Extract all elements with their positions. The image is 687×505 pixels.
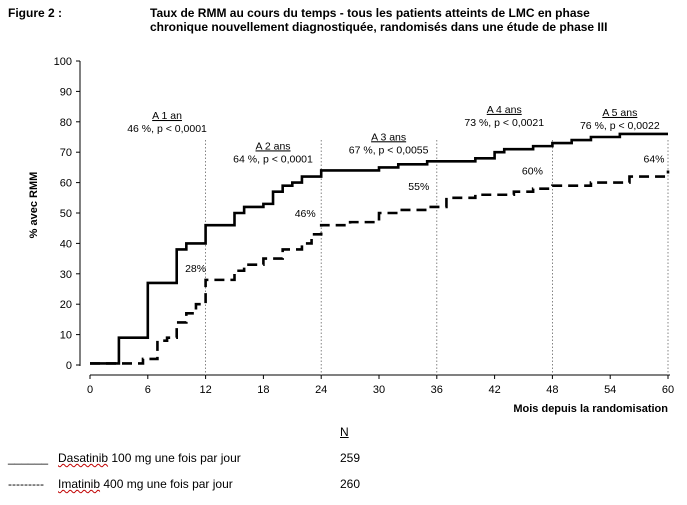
y-tick-label: 40 — [60, 238, 72, 250]
annotation-text: 46 %, p < 0,0001 — [127, 123, 207, 135]
y-tick-label: 100 — [54, 56, 72, 68]
point-label: 46% — [295, 208, 316, 220]
point-label: 55% — [408, 181, 429, 193]
y-tick-label: 70 — [60, 147, 72, 159]
y-tick-label: 0 — [66, 360, 72, 372]
x-tick-label: 36 — [431, 384, 443, 396]
annotation-text: 76 %, p < 0,0022 — [580, 120, 660, 132]
legend-label: Imatinib 400 mg une fois par jour — [58, 477, 233, 491]
annotation-text: 73 %, p < 0,0021 — [464, 117, 544, 129]
figure-title: Taux de RMM au cours du temps - tous les… — [150, 6, 680, 34]
legend-label: Dasatinib 100 mg une fois par jour — [58, 451, 241, 465]
point-label: 60% — [522, 166, 543, 178]
figure-label: Figure 2 : — [8, 6, 63, 20]
x-tick-label: 60 — [662, 384, 674, 396]
y-tick-label: 30 — [60, 269, 72, 281]
rmm-chart: 0 10 20 30 40 50 60 70 80 90 100 0 6 12 18 24 30 36 42 48 54… — [28, 56, 674, 415]
x-tick-label: 24 — [315, 384, 327, 396]
y-tick-label: 90 — [60, 86, 72, 98]
legend-dose: 400 mg une fois par jour — [100, 477, 233, 491]
y-tick-label: 10 — [60, 330, 72, 342]
y-tick-label: 60 — [60, 178, 72, 190]
x-tick-label: 18 — [257, 384, 269, 396]
legend-dashed-line-symbol: --------- — [8, 477, 44, 491]
legend-n-value: 260 — [340, 477, 361, 491]
legend-row-imatinib: --------- Imatinib 400 mg une fois par jo… — [8, 477, 360, 493]
y-axis-label: % avec RMM — [28, 172, 40, 239]
legend-n-value: 259 — [340, 451, 361, 465]
legend-n-header: N — [340, 425, 349, 439]
x-tick-label: 48 — [546, 384, 558, 396]
annotation-header: A 3 ans — [371, 131, 406, 143]
x-tick-label: 54 — [604, 384, 616, 396]
legend-solid-line-symbol: ______ — [8, 451, 49, 465]
x-axis-label: Mois depuis la randomisation — [513, 403, 668, 415]
point-label: 28% — [185, 263, 206, 275]
x-tick-label: 6 — [145, 384, 151, 396]
x-tick-label: 30 — [373, 384, 385, 396]
figure-title-line-2: chronique nouvellement diagnostiquée, ra… — [150, 20, 608, 34]
annotation-text: 64 %, p < 0,0001 — [233, 153, 313, 165]
x-tick-label: 0 — [87, 384, 93, 396]
y-tick-label: 20 — [60, 299, 72, 311]
x-tick-label: 12 — [199, 384, 211, 396]
annotation-header: A 5 ans — [602, 107, 637, 119]
annotation-text: 67 %, p < 0,0055 — [349, 144, 429, 156]
figure-title-line-1: Taux de RMM au cours du temps - tous les… — [150, 6, 590, 20]
annotation-header: A 4 ans — [487, 104, 522, 116]
x-tick-label: 42 — [488, 384, 500, 396]
y-tick-label: 50 — [60, 208, 72, 220]
series-line-imatinib — [90, 170, 670, 365]
legend-drug-name: Imatinib — [58, 477, 101, 491]
legend-row-dasatinib: ______ Dasatinib 100 mg une fois par jour… — [8, 451, 360, 467]
point-label: 64% — [643, 153, 664, 165]
annotation-header: A 1 an — [152, 110, 182, 122]
annotation-header: A 2 ans — [256, 140, 291, 152]
legend-drug-name: Dasatinib — [58, 451, 109, 465]
series-line-dasatinib — [90, 132, 668, 365]
legend-dose: 100 mg une fois par jour — [108, 451, 241, 465]
y-tick-label: 80 — [60, 117, 72, 129]
